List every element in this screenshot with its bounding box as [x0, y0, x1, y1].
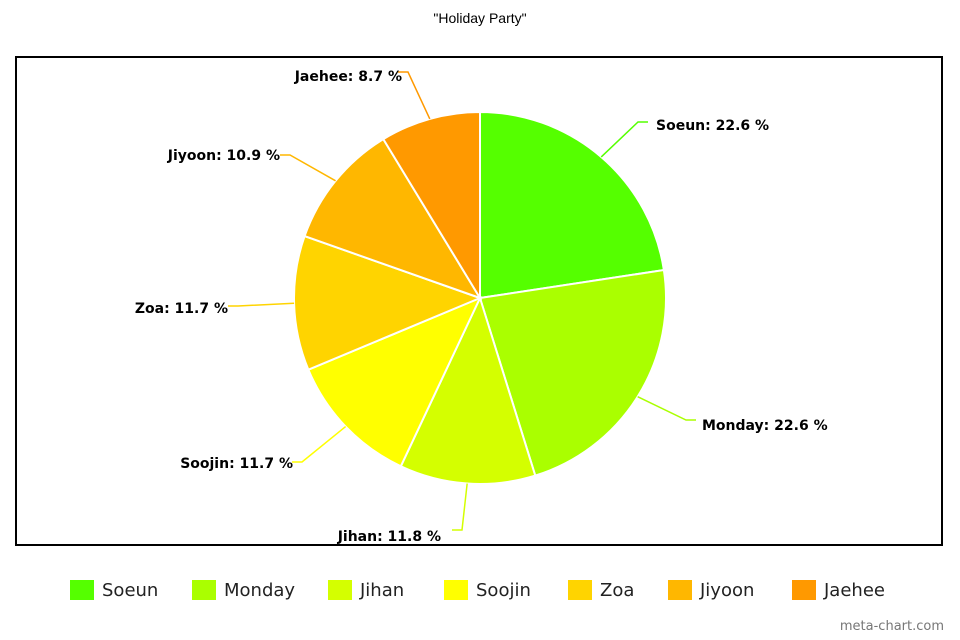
- legend-label: Soojin: [476, 579, 531, 601]
- legend-swatch: [668, 580, 692, 600]
- legend-item-jihan[interactable]: Jihan: [328, 578, 404, 602]
- legend-swatch: [328, 580, 352, 600]
- pie-slice-zoa[interactable]: [293, 234, 483, 372]
- connector-jiyoon: [280, 154, 336, 182]
- connector-jaehee: [398, 71, 431, 120]
- slice-label-jaehee: Jaehee: 8.7 %: [294, 69, 402, 85]
- legend-label: Zoa: [600, 579, 635, 601]
- legend-label: Jiyoon: [700, 579, 755, 601]
- legend-item-monday[interactable]: Monday: [192, 578, 295, 602]
- legend-item-zoa[interactable]: Zoa: [568, 578, 634, 602]
- legend-item-jiyoon[interactable]: Jiyoon: [668, 578, 754, 602]
- chart-title: "Holiday Party": [433, 10, 527, 26]
- legend-swatch: [568, 580, 592, 600]
- slice-label-jiyoon: Jiyoon: 10.9 %: [167, 148, 280, 164]
- legend-item-soeun[interactable]: Soeun: [70, 578, 158, 602]
- pie-slice-jihan[interactable]: [399, 295, 537, 485]
- slice-label-monday: Monday: 22.6 %: [702, 418, 828, 434]
- connector-soeun: [600, 121, 648, 158]
- slice-label-jihan: Jihan: 11.8 %: [337, 529, 441, 545]
- pie-slice-soojin[interactable]: [307, 296, 483, 468]
- plot-area: [15, 56, 943, 546]
- connector-jihan: [452, 483, 468, 531]
- legend: Soeun Monday Jihan Soojin Zoa Jiyoon Jaehee: [0, 578, 960, 602]
- legend-label: Soeun: [102, 579, 159, 601]
- legend-label: Jaehee: [824, 579, 885, 601]
- connector-monday: [637, 395, 696, 421]
- legend-label: Monday: [224, 579, 296, 601]
- legend-swatch: [70, 580, 94, 600]
- pie-slice-jaehee[interactable]: [381, 110, 481, 302]
- legend-item-soojin[interactable]: Soojin: [444, 578, 531, 602]
- pie-slice-jiyoon[interactable]: [303, 137, 483, 300]
- watermark: meta-chart.com: [839, 619, 944, 634]
- connector-zoa: [228, 302, 295, 307]
- legend-swatch: [192, 580, 216, 600]
- legend-swatch: [444, 580, 468, 600]
- pie-slice-soeun[interactable]: [479, 110, 666, 300]
- slice-label-soojin: Soojin: 11.7 %: [180, 456, 293, 472]
- legend-swatch: [792, 580, 816, 600]
- slice-label-zoa: Zoa: 11.7 %: [135, 301, 228, 317]
- legend-item-jaehee[interactable]: Jaehee: [792, 578, 885, 602]
- slice-label-soeun: Soeun: 22.6 %: [656, 118, 769, 134]
- connector-soojin: [292, 426, 347, 463]
- legend-label: Jihan: [360, 579, 405, 601]
